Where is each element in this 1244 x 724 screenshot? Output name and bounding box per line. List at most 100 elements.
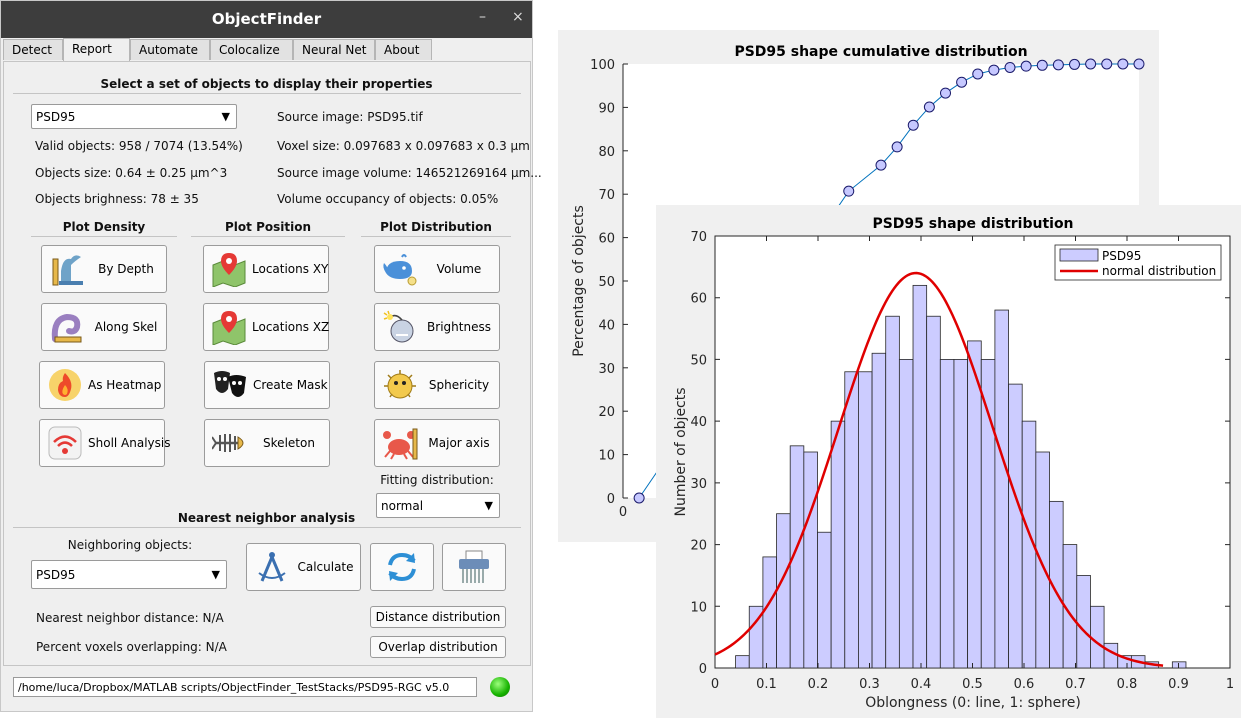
pufferfish-icon	[384, 370, 416, 399]
by-depth-button[interactable]: By Depth	[41, 245, 167, 293]
shredder-button[interactable]	[442, 543, 506, 591]
volume-button[interactable]: Volume	[374, 245, 500, 293]
skeleton-label: Skeleton	[263, 436, 315, 450]
locations-xz-button[interactable]: Locations XZ	[203, 303, 329, 351]
report-panel	[3, 61, 531, 666]
source-volume-text: Source image volume: 146521269164 µm...	[277, 166, 542, 180]
x-tick-label: 0.6	[1014, 677, 1035, 692]
report-heading: Select a set of objects to display their…	[100, 77, 433, 91]
tab-automate[interactable]: Automate	[130, 39, 210, 60]
locations-xy-button[interactable]: Locations XY	[203, 245, 329, 293]
chevron-down-icon: ▼	[211, 568, 220, 581]
histogram-bar	[871, 352, 887, 669]
normal-fit-line	[714, 271, 1164, 667]
divider	[191, 236, 345, 237]
histogram-bar	[735, 655, 750, 669]
status-led-icon	[490, 677, 510, 697]
neighboring-objects-label: Neighboring objects:	[67, 538, 193, 552]
y-tick-label: 80	[598, 145, 615, 160]
major-axis-button[interactable]: Major axis	[374, 419, 500, 467]
y-tick-label: 60	[690, 292, 707, 307]
y-axis-label: Percentage of objects	[571, 205, 587, 357]
histogram-bar	[1035, 451, 1050, 669]
y-tick-label: 50	[598, 275, 615, 290]
x-tick-label: 0.5	[962, 677, 983, 692]
x-tick-label: 0.9	[1168, 677, 1189, 692]
histogram-figure-window: PSD95 shape distribution Number of objec…	[656, 205, 1241, 718]
along-skel-button[interactable]: Along Skel	[41, 303, 167, 351]
cdf-point	[907, 119, 919, 131]
along-skel-label: Along Skel	[94, 320, 158, 334]
tab-report[interactable]: Report	[63, 38, 130, 61]
source-image-text: Source image: PSD95.tif	[277, 110, 423, 124]
skeleton-button[interactable]: Skeleton	[204, 419, 330, 467]
x-tick-label: 0.4	[911, 677, 932, 692]
y-tick-label: 10	[598, 449, 615, 464]
histogram-chart: PSD95 shape distribution Number of objec…	[673, 216, 1234, 711]
histogram-bar	[1090, 605, 1105, 669]
create-mask-button[interactable]: Create Mask	[204, 361, 330, 409]
histogram-bar	[830, 420, 846, 669]
cdf-point	[940, 87, 951, 99]
close-button[interactable]: ×	[512, 9, 524, 25]
sphericity-label: Sphericity	[428, 378, 490, 392]
fitting-distribution-label: Fitting distribution:	[380, 473, 494, 487]
shredder-icon	[459, 550, 489, 583]
brightness-button[interactable]: Brightness	[374, 303, 500, 351]
y-tick-label: 60	[598, 232, 615, 247]
fitting-distribution-value: normal	[381, 499, 424, 513]
x-axis-label: Oblongness (0: line, 1: sphere)	[865, 695, 1081, 711]
neighboring-objects-dropdown[interactable]: PSD95 ▼	[31, 560, 227, 589]
cdf-point	[1020, 60, 1032, 72]
percent-overlap-text: Percent voxels overlapping: N/A	[36, 640, 227, 654]
histogram-bar	[1076, 575, 1091, 669]
as-heatmap-button[interactable]: As Heatmap	[39, 361, 165, 409]
y-tick-label: 0	[699, 662, 707, 677]
volume-occupancy-text: Volume occupancy of objects: 0.05%	[277, 192, 499, 206]
refresh-button[interactable]	[370, 543, 434, 591]
distance-distribution-button[interactable]: Distance distribution	[370, 606, 506, 628]
plot-distribution-heading: Plot Distribution	[380, 220, 492, 234]
as-heatmap-label: As Heatmap	[88, 378, 162, 392]
x-tick-label: 0	[619, 505, 627, 520]
status-path-field: /home/luca/Dropbox/MATLAB scripts/Object…	[13, 677, 477, 697]
divider	[13, 93, 521, 94]
objects-brightness-text: Objects brighness: 78 ± 35	[35, 192, 199, 206]
histogram-bar	[762, 556, 777, 669]
y-tick-label: 70	[690, 230, 707, 245]
tab-detect[interactable]: Detect	[3, 39, 63, 60]
tentacle-icon	[51, 313, 82, 343]
minimize-button[interactable]: –	[479, 9, 486, 25]
y-tick-label: 30	[598, 362, 615, 377]
tab-colocalize[interactable]: Colocalize	[210, 39, 293, 60]
calculate-button[interactable]: Calculate	[246, 543, 361, 591]
y-tick-label: 20	[598, 405, 615, 420]
cdf-point	[633, 492, 645, 504]
x-tick-label: 0.8	[1117, 677, 1138, 692]
calculate-label: Calculate	[297, 560, 354, 574]
overlap-distribution-button[interactable]: Overlap distribution	[370, 636, 506, 658]
valid-objects-text: Valid objects: 958 / 7074 (13.54%)	[35, 139, 243, 153]
object-set-dropdown[interactable]: PSD95 ▼	[31, 104, 237, 129]
histogram-bar	[953, 359, 969, 669]
chevron-down-icon: ▼	[221, 110, 230, 123]
sholl-analysis-button[interactable]: Sholl Analysis	[39, 419, 171, 467]
plot-position-heading: Plot Position	[225, 220, 311, 234]
plot-density-heading: Plot Density	[62, 220, 146, 234]
tab-neural-net[interactable]: Neural Net	[293, 39, 375, 60]
chart-title: PSD95 shape distribution	[872, 216, 1073, 232]
cdf-point	[843, 185, 855, 197]
sholl-analysis-label: Sholl Analysis	[88, 436, 171, 450]
histogram-bar	[926, 315, 941, 669]
divider	[361, 236, 511, 237]
chevron-down-icon: ▼	[484, 499, 493, 512]
tab-about[interactable]: About	[375, 39, 432, 60]
histogram-bar	[803, 451, 818, 669]
whale-tail-depth-icon	[52, 255, 83, 286]
sphericity-button[interactable]: Sphericity	[374, 361, 500, 409]
y-axis-label: Number of objects	[673, 387, 689, 516]
y-tick-label: 50	[690, 353, 707, 368]
objectfinder-window: ObjectFinder – × Detect Report Automate …	[0, 0, 542, 712]
y-tick-label: 70	[598, 188, 615, 203]
fitting-distribution-dropdown[interactable]: normal ▼	[376, 493, 500, 518]
